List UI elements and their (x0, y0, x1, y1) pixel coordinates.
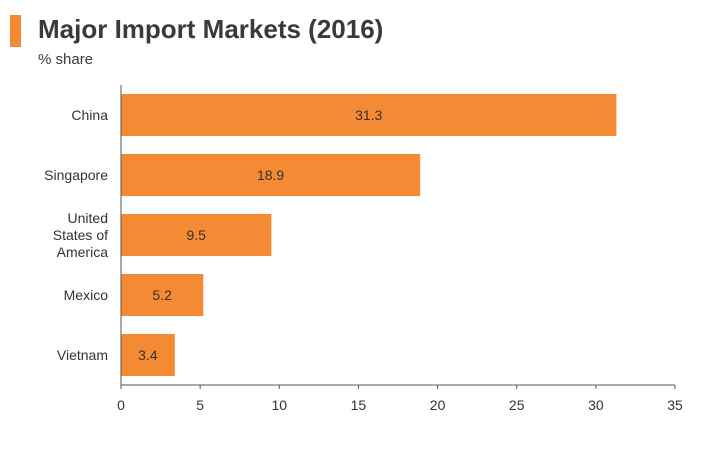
x-tick-label: 35 (667, 397, 683, 413)
category-label: Mexico (64, 287, 109, 303)
chart-subtitle: % share (38, 51, 94, 68)
bar (121, 274, 204, 316)
category-label-line: Mexico (64, 287, 109, 303)
bar (121, 154, 421, 196)
category-label: China (71, 107, 108, 123)
category-label-line: Vietnam (57, 347, 108, 363)
data-label: 9.5 (186, 227, 206, 243)
x-tick-label: 10 (271, 397, 287, 413)
category-label-line: United (68, 210, 108, 226)
bar (121, 334, 175, 376)
category-label-line: States of (53, 227, 108, 243)
x-tick-label: 0 (117, 397, 125, 413)
data-label: 31.3 (355, 107, 382, 123)
data-label: 3.4 (138, 347, 158, 363)
x-tick-label: 25 (509, 397, 525, 413)
chart-title: Major Import Markets (2016) (38, 14, 384, 44)
category-label: United States of America (53, 210, 108, 260)
category-label: Vietnam (57, 347, 108, 363)
title-accent-bar (10, 15, 21, 47)
category-label: Singapore (44, 167, 108, 183)
data-label: 5.2 (152, 287, 172, 303)
x-tick-label: 5 (196, 397, 204, 413)
category-label-line: America (57, 244, 109, 260)
bar (121, 94, 617, 136)
x-tick-label: 15 (351, 397, 367, 413)
category-label-line: China (71, 107, 108, 123)
x-tick-label: 30 (588, 397, 604, 413)
category-label-line: Singapore (44, 167, 108, 183)
x-tick-label: 20 (430, 397, 446, 413)
data-label: 18.9 (257, 167, 284, 183)
bar (121, 214, 272, 256)
